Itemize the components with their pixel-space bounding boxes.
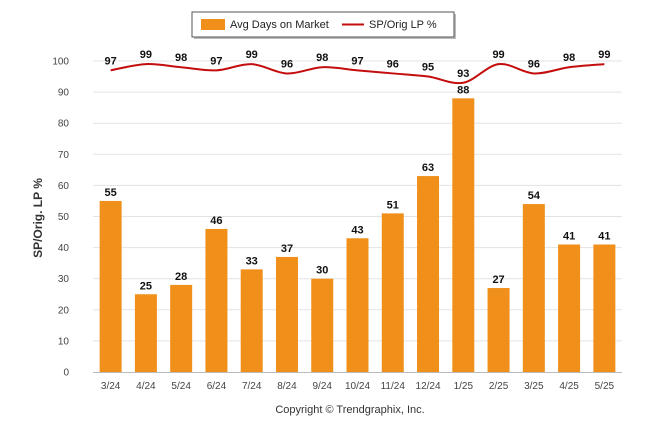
bar [522,204,545,372]
sp-orig-line [110,63,605,85]
bars [99,98,616,372]
y-tick-label: 30 [58,274,70,285]
y-axis-label: SP/Orig. LP % [31,178,45,258]
y-tick-label: 60 [58,181,70,192]
y-axis-ticks: 0 10 20 30 40 50 60 70 80 90 100 [52,57,69,379]
line-data-label: 99 [140,49,152,61]
bar-data-label: 30 [316,265,328,277]
bar-data-label: 27 [492,274,504,286]
x-tick-label: 10/24 [345,381,370,392]
copyright-credit: Copyright © Trendgraphix, Inc. [275,404,424,416]
bar-data-label: 54 [528,190,541,202]
bar [417,176,440,372]
bar-data-label: 46 [210,215,222,227]
y-tick-label: 20 [58,305,70,316]
bar [170,284,193,372]
bar-data-label: 51 [387,199,399,211]
legend-label-sp-orig: SP/Orig LP % [369,19,437,31]
x-tick-label: 4/25 [559,381,579,392]
bar-data-label: 43 [351,224,363,236]
line-data-label: 93 [457,68,469,80]
bar-data-label: 25 [140,280,152,292]
bar [346,238,369,372]
x-tick-label: 5/24 [171,381,191,392]
y-tick-label: 0 [63,368,69,379]
line-data-label: 96 [387,58,399,70]
legend-swatch-avg-days [201,19,225,30]
bar [99,200,122,372]
y-tick-label: 70 [58,150,70,161]
bar [487,288,510,372]
y-tick-label: 40 [58,243,70,254]
x-tick-label: 4/24 [136,381,156,392]
bar [452,98,475,372]
bar-data-label: 41 [598,230,610,242]
bar-data-label: 63 [422,162,434,174]
legend-box [191,11,455,38]
x-tick-label: 6/24 [207,381,227,392]
y-tick-label: 100 [52,57,69,68]
line-data-labels: 97 99 98 97 99 96 98 97 96 95 93 99 96 98 99 [105,49,611,80]
y-tick-label: 10 [58,336,70,347]
y-tick-label: 90 [58,88,70,99]
bar-data-labels: 55 25 28 46 33 37 30 43 51 63 88 27 54 41 41 [105,84,611,292]
y-tick-label: 50 [58,212,70,223]
y-tick-label: 80 [58,119,70,130]
x-tick-label: 8/24 [277,381,297,392]
bar [240,269,263,372]
x-tick-label: 7/24 [242,381,262,392]
bar-data-label: 33 [246,255,258,267]
line-series [110,63,605,85]
line-data-label: 96 [528,58,540,70]
bar-data-label: 88 [457,84,469,96]
line-data-label: 97 [210,55,222,67]
bar-data-label: 28 [175,271,187,283]
bar [593,244,616,372]
x-tick-label: 9/24 [312,381,332,392]
bar-data-label: 37 [281,243,293,255]
x-tick-label: 3/25 [524,381,544,392]
bar-data-label: 55 [105,187,117,199]
bar-data-label: 41 [563,230,575,242]
bar [311,278,334,372]
x-tick-label: 5/25 [595,381,615,392]
bar [275,256,298,372]
line-data-label: 97 [105,55,117,67]
bar [558,244,581,372]
x-axis-ticks: 3/24 4/24 5/24 6/24 7/24 8/24 9/24 10/24 11/24 12… [101,381,615,392]
line-data-label: 99 [246,49,258,61]
bar [134,294,157,372]
legend-label-avg-days: Avg Days on Market [230,19,329,31]
bar [205,228,228,372]
x-tick-label: 3/24 [101,381,121,392]
legend: Avg Days on Market SP/Orig LP % [191,11,456,39]
line-data-label: 99 [492,49,504,61]
line-data-label: 97 [351,55,363,67]
x-tick-label: 11/24 [381,381,406,392]
line-data-label: 98 [316,52,328,64]
x-tick-label: 1/25 [454,381,474,392]
line-data-label: 95 [422,62,434,74]
line-data-label: 98 [563,52,575,64]
line-data-label: 99 [598,49,610,61]
line-data-label: 98 [175,52,187,64]
bar [381,213,404,372]
line-data-label: 96 [281,58,293,70]
x-tick-label: 2/25 [489,381,509,392]
x-tick-label: 12/24 [416,381,441,392]
